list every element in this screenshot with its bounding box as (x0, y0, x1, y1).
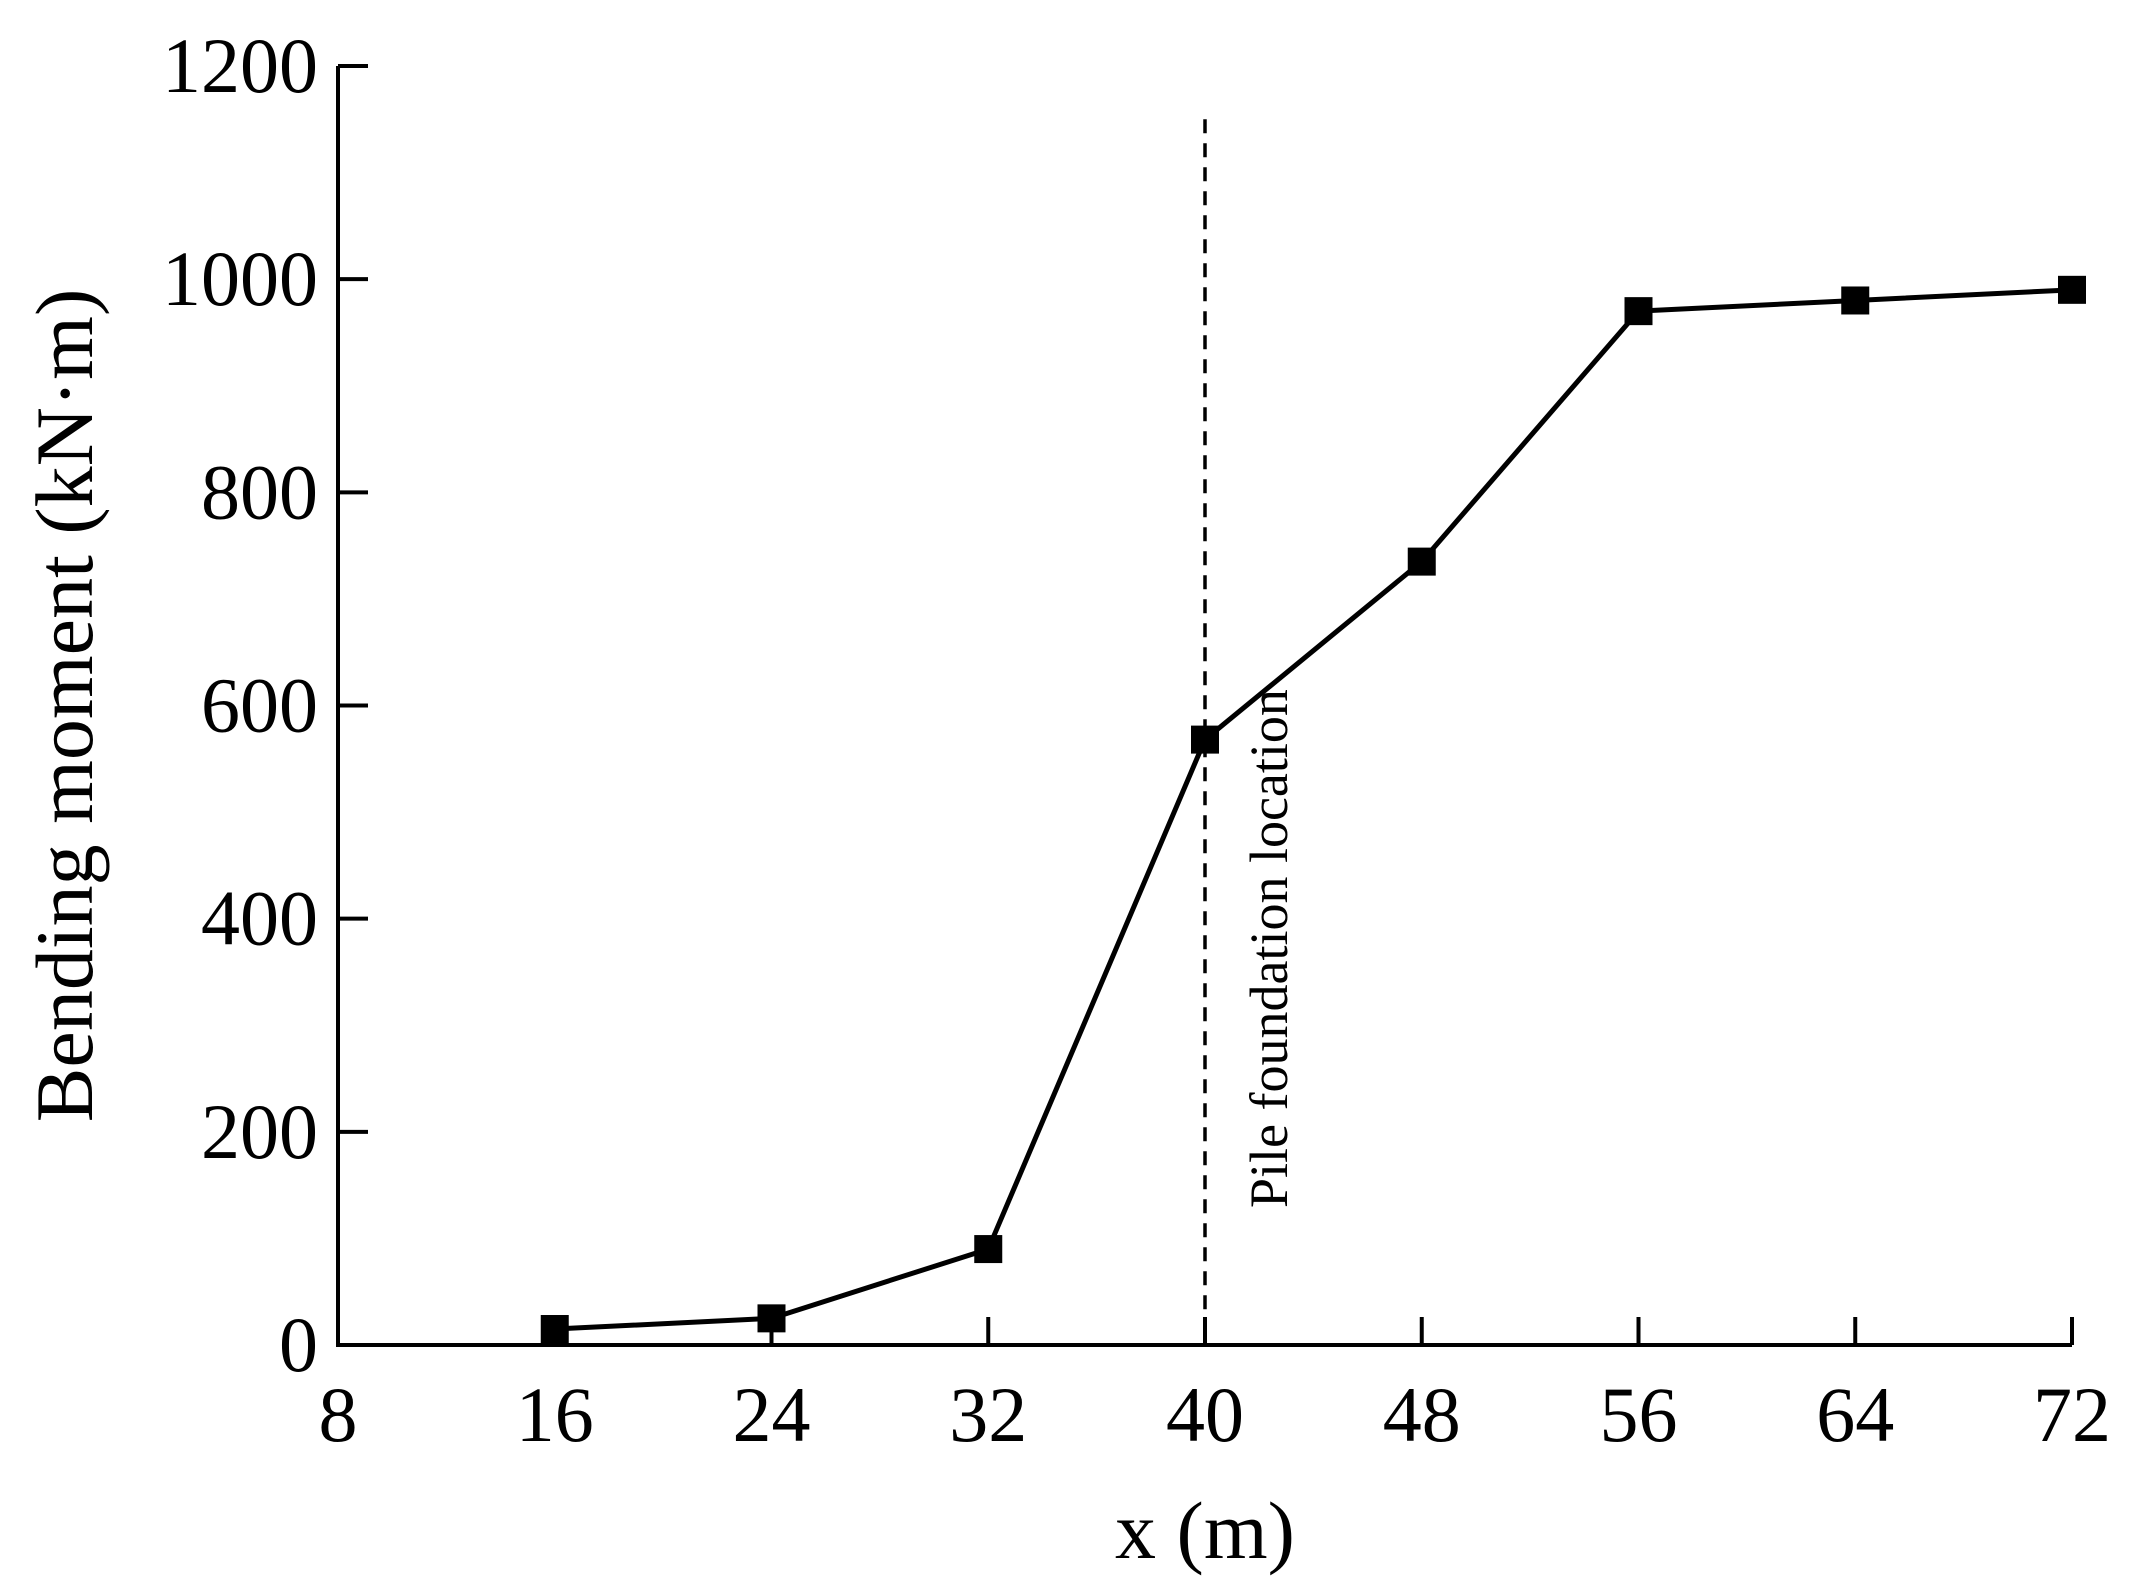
data-point-x48 (1407, 547, 1436, 576)
x-tick-label-40: 40 (1166, 1371, 1244, 1458)
x-tick-label-16: 16 (516, 1371, 594, 1458)
x-tick-label-8: 8 (319, 1371, 358, 1458)
data-point-x64 (1841, 286, 1870, 315)
data-point-x72 (2058, 275, 2086, 304)
x-tick-label-72: 72 (2033, 1371, 2111, 1458)
x-axis-title: x (m) (1115, 1485, 1295, 1576)
y-tick-label-200: 200 (201, 1088, 318, 1175)
y-tick-label-800: 800 (201, 448, 318, 535)
series-group (540, 275, 2086, 1344)
y-tick-label-400: 400 (201, 875, 318, 962)
x-tick-label-64: 64 (1816, 1371, 1894, 1458)
y-ticks: 0 200 400 600 800 1000 1200 (162, 22, 368, 1388)
pile-foundation-annotation: Pile foundation location (1239, 689, 1299, 1208)
y-tick-label-1200: 1200 (162, 22, 318, 109)
x-tick-label-56: 56 (1600, 1371, 1678, 1458)
data-point-x24 (757, 1304, 786, 1333)
y-tick-label-0: 0 (279, 1301, 318, 1388)
reference-line-group: Pile foundation location (1203, 119, 1299, 1345)
x-tick-label-48: 48 (1383, 1371, 1461, 1458)
data-point-x32 (974, 1235, 1003, 1264)
bending-moment-line (554, 287, 2073, 1332)
x-ticks: 8 16 24 32 40 48 56 64 72 (319, 1317, 2111, 1458)
y-axis-title: Bending moment (kN·m) (19, 289, 110, 1123)
data-point-x56 (1624, 297, 1653, 326)
data-point-x16 (540, 1315, 569, 1344)
data-point-x40 (1191, 725, 1219, 754)
x-tick-label-32: 32 (949, 1371, 1027, 1458)
x-tick-label-24: 24 (733, 1371, 811, 1458)
y-tick-label-600: 600 (201, 662, 318, 749)
data-markers (540, 275, 2086, 1344)
y-tick-label-1000: 1000 (162, 235, 318, 322)
